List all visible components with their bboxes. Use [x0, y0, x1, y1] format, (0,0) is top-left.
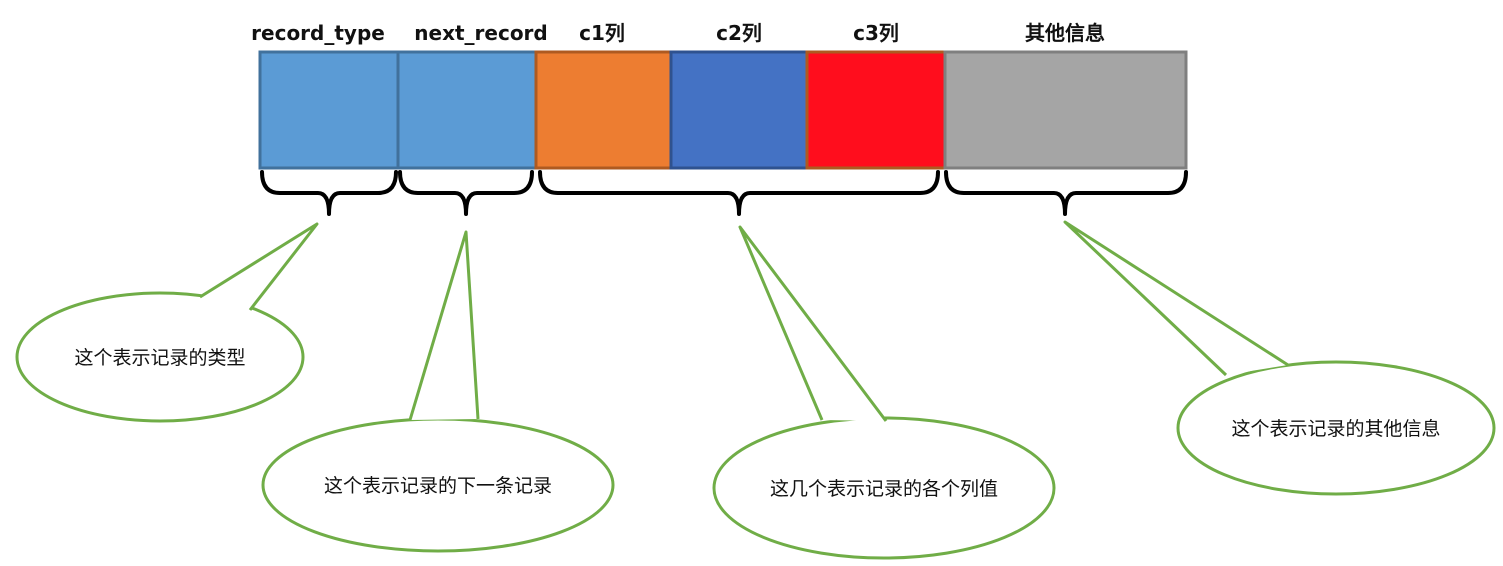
field-boxes — [258, 50, 1188, 170]
callout-text-column-values: 这几个表示记录的各个列值 — [770, 478, 998, 500]
field-label-other-info: 其他信息 — [1025, 21, 1105, 45]
field-label-record-type: record_type — [251, 21, 385, 45]
field-box-next-record — [396, 50, 538, 170]
brace-other-info — [944, 170, 1188, 216]
brace-column-values — [538, 170, 940, 216]
callout-text-record-type: 这个表示记录的类型 — [74, 347, 245, 369]
callout-pointer-column-values — [738, 225, 888, 422]
field-label-c1: c1列 — [579, 21, 625, 45]
callout-pointer-other-info — [1063, 220, 1289, 377]
callout-bubble-other-info — [1176, 360, 1496, 496]
callout-text-next-record: 这个表示记录的下一条记录 — [324, 475, 552, 497]
field-label-c2: c2列 — [716, 21, 762, 45]
field-label-c3: c3列 — [853, 21, 899, 45]
brace-group — [260, 170, 1188, 216]
callout-bubble-record-type — [15, 291, 305, 423]
callout-pointer-record-type — [199, 222, 319, 311]
field-box-other-info — [943, 50, 1188, 170]
field-header-labels: record_type next_record c1列 c2列 c3列 其他信息 — [251, 21, 1105, 45]
callout-column-values: 这几个表示记录的各个列值 — [712, 225, 1056, 560]
field-box-c2 — [669, 50, 809, 170]
callout-record-type: 这个表示记录的类型 — [15, 222, 319, 423]
field-label-next-record: next_record — [414, 21, 547, 45]
callout-group: 这个表示记录的类型 这个表示记录的下一条记录 这几个表示记录的各个列值 这个表示… — [15, 220, 1496, 560]
field-box-c3 — [805, 50, 947, 170]
callout-text-other-info: 这个表示记录的其他信息 — [1231, 418, 1440, 440]
field-box-c1 — [534, 50, 673, 170]
callout-pointer-next-record — [408, 230, 480, 421]
brace-record-type — [260, 170, 398, 216]
callout-next-record: 这个表示记录的下一条记录 — [261, 230, 615, 553]
field-box-record-type — [258, 50, 400, 170]
callout-other-info: 这个表示记录的其他信息 — [1063, 220, 1496, 496]
brace-next-record — [398, 170, 534, 216]
